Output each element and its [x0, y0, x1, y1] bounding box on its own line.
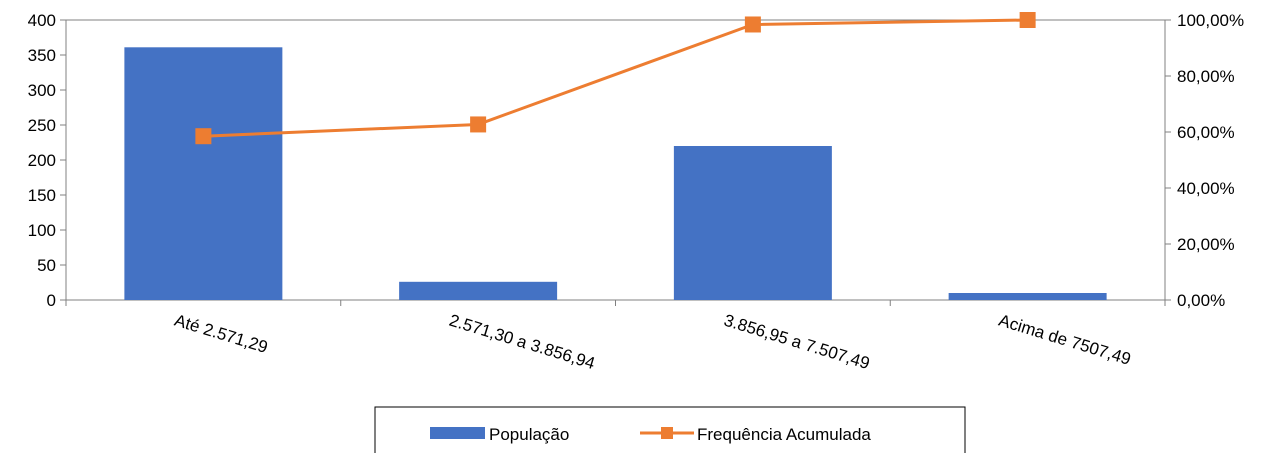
y-left-tick-label: 0 — [47, 291, 56, 310]
bar — [948, 293, 1107, 300]
legend-swatch-populacao — [430, 427, 485, 439]
y-left-tick-label: 100 — [28, 221, 56, 240]
category-label: Acima de 7507,49 — [996, 311, 1133, 369]
category-label: Até 2.571,29 — [172, 311, 270, 357]
y-right-tick-label: 100,00% — [1177, 11, 1244, 30]
y-left-tick-label: 250 — [28, 116, 56, 135]
y-left-tick-label: 300 — [28, 81, 56, 100]
bar — [124, 47, 283, 300]
y-right-tick-label: 20,00% — [1177, 235, 1235, 254]
chart-axes: 0 50 100 150 200 250 300 350 400 0,00% 20,00% 40,00… — [28, 11, 1245, 310]
line-series-frequencia — [195, 12, 1036, 145]
y-left-tick-label: 50 — [37, 256, 56, 275]
category-labels: Até 2.571,29 2.571,30 a 3.856,94 3.856,95 … — [172, 311, 1133, 373]
bar — [399, 281, 558, 300]
y-right-tick-label: 60,00% — [1177, 123, 1235, 142]
category-label: 2.571,30 a 3.856,94 — [447, 311, 597, 373]
category-label: 3.856,95 a 7.507,49 — [722, 311, 872, 373]
y-right-tick-label: 80,00% — [1177, 67, 1235, 86]
line-point-marker — [744, 16, 761, 33]
line-point-marker — [470, 116, 487, 133]
y-left-tick-label: 350 — [28, 46, 56, 65]
legend-label-frequencia: Frequência Acumulada — [697, 425, 871, 444]
legend-swatch-frequencia-marker — [661, 427, 673, 439]
legend: População Frequência Acumulada — [374, 406, 966, 453]
line-point-marker — [195, 128, 212, 145]
line-point-marker — [1019, 12, 1036, 28]
legend-label-populacao: População — [489, 425, 569, 444]
series-line — [203, 18, 1028, 138]
y-left-tick-label: 150 — [28, 186, 56, 205]
y-right-tick-label: 40,00% — [1177, 179, 1235, 198]
bar — [673, 146, 832, 300]
y-right-tick-label: 0,00% — [1177, 291, 1225, 310]
y-left-tick-label: 200 — [28, 151, 56, 170]
y-left-tick-label: 400 — [28, 11, 56, 30]
bar-series-populacao — [124, 47, 1107, 300]
